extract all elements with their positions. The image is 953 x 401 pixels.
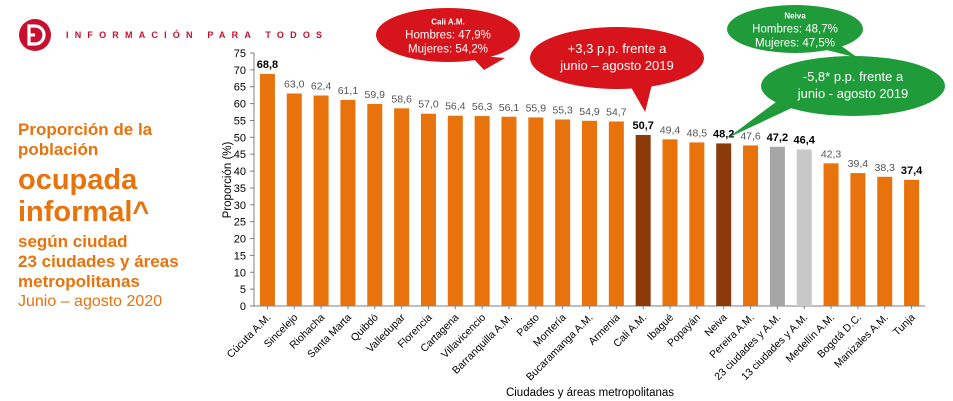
cali-summary-text: Hombres: 47,9% <box>405 30 491 42</box>
data-label: 37,4 <box>901 165 923 177</box>
bar <box>394 108 410 307</box>
y-tick-label: 20 <box>234 234 246 246</box>
bar <box>582 120 597 306</box>
y-tick-label: 5 <box>240 284 246 296</box>
data-label: 54,7 <box>606 106 627 118</box>
data-label: 61,1 <box>338 85 359 97</box>
bar <box>823 163 839 306</box>
bar <box>259 73 275 306</box>
data-label: 68,8 <box>257 59 278 71</box>
neiva-summary-text: Mujeres: 47,5% <box>755 38 835 50</box>
y-tick-label: 50 <box>234 132 246 144</box>
data-label: 47,6 <box>740 130 761 142</box>
dane-logo-icon <box>19 19 51 51</box>
data-label: 46,4 <box>794 134 816 146</box>
data-label: 57,0 <box>418 99 439 111</box>
data-label: 63,0 <box>284 78 305 90</box>
neiva-change-text: junio - agosto 2019 <box>797 86 909 101</box>
title-line-1: Proporción de la <box>18 120 153 139</box>
cali-change-text: junio – agosto 2019 <box>559 58 673 73</box>
cali-summary-bubble <box>376 8 520 62</box>
data-label: 49,4 <box>660 124 681 136</box>
bar <box>877 176 893 306</box>
bar <box>796 149 812 306</box>
x-axis-label: Ciudades y áreas metropolitanas <box>506 387 674 399</box>
data-label: 48,5 <box>687 127 708 139</box>
title-line-2: población <box>18 140 99 159</box>
data-label: 56,3 <box>472 101 493 113</box>
y-tick-label: 40 <box>234 166 246 178</box>
neiva-change-bubble <box>761 56 945 116</box>
bar <box>555 119 571 306</box>
neiva-change-text: -5,8* p.p. frente a <box>803 69 904 84</box>
y-tick-label: 60 <box>234 99 246 111</box>
title-line-6: 23 ciudades y áreas <box>18 252 179 271</box>
y-tick-label: 25 <box>234 217 246 229</box>
bar <box>635 134 651 306</box>
left-title: Proporción de la población ocupada infor… <box>18 120 228 312</box>
bar <box>689 142 705 306</box>
neiva-summary-text: Hombres: 48,7% <box>752 24 838 36</box>
data-label: 50,7 <box>632 120 653 132</box>
neiva-change-tail <box>727 99 796 138</box>
bar <box>313 95 329 306</box>
y-tick-label: 75 <box>234 48 246 60</box>
y-tick-label: 35 <box>234 183 246 195</box>
data-label: 47,2 <box>767 132 788 144</box>
neiva-summary-text: Neiva <box>784 12 806 21</box>
cali-change-bubble <box>530 27 704 89</box>
data-label: 38,3 <box>875 162 896 174</box>
bar <box>420 113 436 306</box>
y-tick-label: 70 <box>234 65 246 77</box>
cali-change-text: +3,3 p.p. frente a <box>568 41 667 56</box>
bar <box>474 116 490 307</box>
data-label: 56,1 <box>499 102 520 114</box>
title-line-8: Junio – agosto 2020 <box>18 293 163 310</box>
bar <box>743 145 759 306</box>
cali-summary-text: Cali A.M. <box>431 18 464 27</box>
bar <box>286 93 302 306</box>
data-label: 55,9 <box>526 102 547 114</box>
title-line-7: metropolitanas <box>18 272 140 291</box>
data-label: 62,4 <box>311 81 332 93</box>
data-label: 42,3 <box>821 148 842 160</box>
bar <box>501 116 517 306</box>
bar <box>447 115 463 306</box>
data-label: 58,6 <box>391 93 412 105</box>
bar <box>662 139 678 306</box>
title-line-3: ocupada <box>18 164 138 196</box>
data-label: 54,9 <box>579 106 600 118</box>
data-label: 59,9 <box>365 89 386 101</box>
bar <box>716 143 732 306</box>
title-line-5: según ciudad <box>18 232 128 251</box>
y-tick-label: 65 <box>234 82 246 94</box>
data-label: 55,3 <box>552 104 573 116</box>
cali-summary-text: Mujeres: 54,2% <box>408 44 488 56</box>
data-label: 48,2 <box>713 128 734 140</box>
y-tick-label: 45 <box>234 149 246 161</box>
x-tick-label: Tunja <box>891 312 918 339</box>
title-line-4: informal^ <box>18 196 150 228</box>
header-title: INFORMACIÓN PARA TODOS <box>66 30 329 40</box>
y-tick-label: 15 <box>234 250 246 262</box>
bar <box>608 121 624 306</box>
data-label: 39,4 <box>848 158 869 170</box>
data-label: 56,4 <box>445 101 466 113</box>
bar <box>904 179 920 306</box>
bar <box>850 173 866 306</box>
y-axis-label: Proporción (%) <box>222 141 234 218</box>
cali-change-tail <box>628 82 652 112</box>
y-tick-label: 55 <box>234 115 246 127</box>
y-tick-label: 10 <box>234 267 246 279</box>
bar <box>528 117 544 306</box>
bar <box>340 99 356 306</box>
y-tick-label: 30 <box>234 200 246 212</box>
neiva-summary-bubble <box>727 5 863 53</box>
bar <box>367 103 383 306</box>
y-tick-label: 0 <box>240 301 246 313</box>
bar <box>769 146 785 306</box>
